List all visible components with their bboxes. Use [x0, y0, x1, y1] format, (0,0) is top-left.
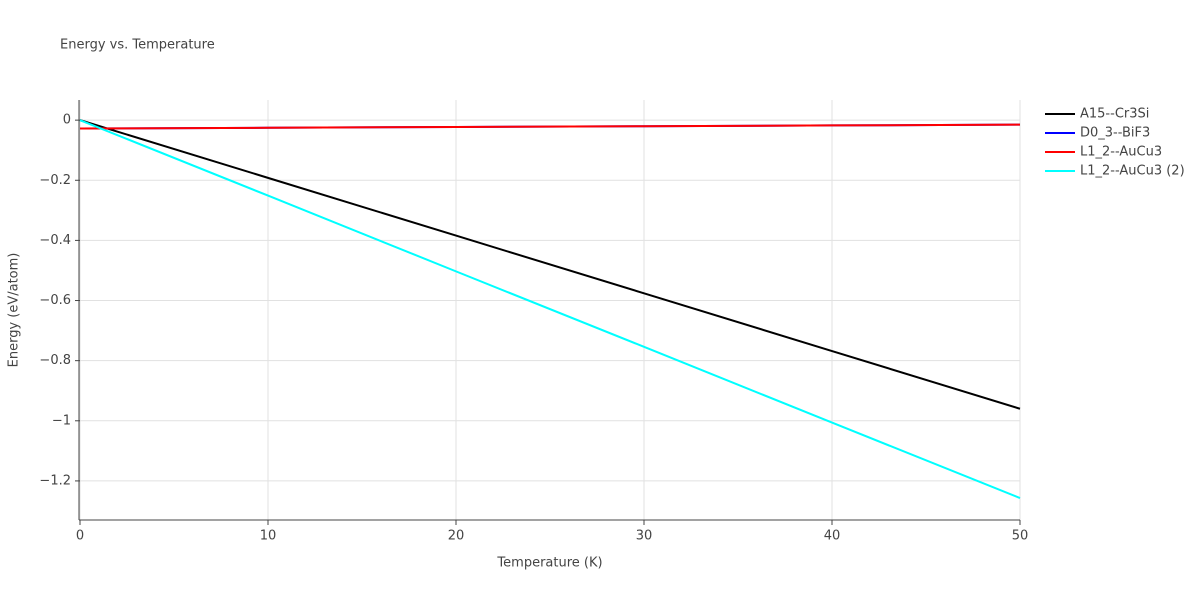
- y-tick-label: −0.6: [39, 293, 71, 308]
- y-tick-label: −0.2: [39, 173, 71, 188]
- y-tick-label: 0: [63, 113, 71, 128]
- legend-label: A15--Cr3Si: [1080, 107, 1149, 122]
- series-line: [79, 119, 1021, 499]
- legend-label: L1_2--AuCu3: [1080, 145, 1162, 160]
- y-tick-label: −0.8: [39, 353, 71, 368]
- y-tick-label: −1: [52, 413, 71, 428]
- series-line: [79, 119, 1021, 410]
- x-axis-label: Temperature (K): [496, 556, 602, 571]
- legend-label: L1_2--AuCu3 (2): [1080, 164, 1185, 179]
- chart-title: Energy vs. Temperature: [60, 38, 215, 53]
- x-tick-label: 0: [76, 529, 84, 544]
- x-tick-label: 40: [824, 529, 841, 544]
- x-tick-label: 50: [1012, 529, 1029, 544]
- series-line: [79, 123, 1021, 130]
- legend-label: D0_3--BiF3: [1080, 126, 1150, 141]
- x-tick-label: 20: [448, 529, 465, 544]
- x-tick-label: 10: [260, 529, 277, 544]
- y-tick-label: −1.2: [39, 473, 71, 488]
- y-tick-label: −0.4: [39, 233, 71, 248]
- x-tick-label: 30: [636, 529, 653, 544]
- y-axis-label: Energy (eV/atom): [7, 253, 22, 368]
